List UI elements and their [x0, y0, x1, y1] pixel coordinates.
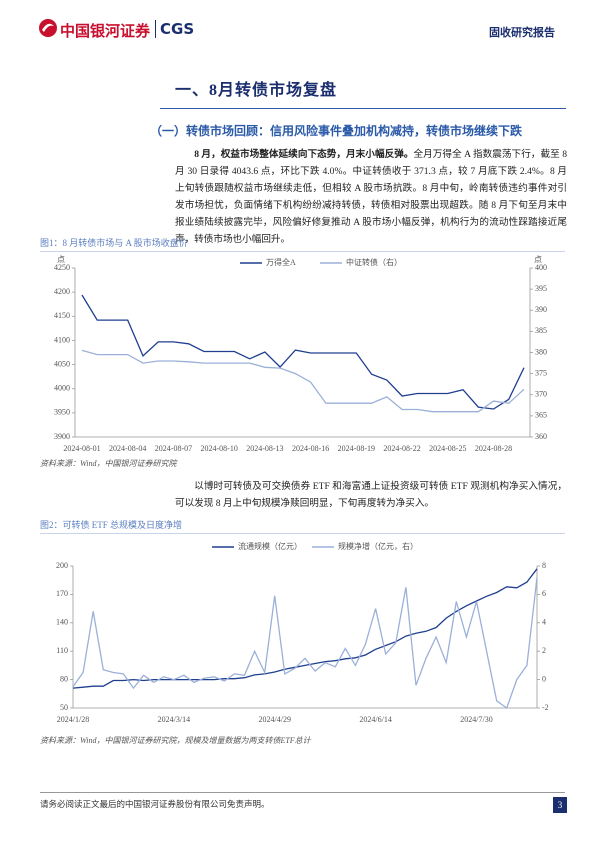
paragraph: 8 月，权益市场整体延续向下态势，月末小幅反弹。全月万得全 A 指数震荡下行，截… [175, 146, 567, 248]
y-tick-label: 140 [56, 618, 68, 627]
x-tick-label: 2024/7/30 [460, 715, 492, 724]
x-tick-label: 2024-08-25 [429, 444, 466, 453]
y-tick-label: 200 [56, 561, 68, 570]
y2-tick-label: 365 [535, 411, 547, 420]
y2-tick-label: 2 [542, 646, 546, 655]
y-tick-label: 110 [56, 646, 68, 655]
y2-tick-label: 390 [535, 305, 547, 314]
y2-tick-label: 4 [542, 618, 546, 627]
x-tick-label: 2024-08-22 [383, 444, 420, 453]
y-tick-label: 50 [60, 703, 68, 712]
lead: 8 月，权益市场整体延续向下态势，月末小幅反弹。 [194, 149, 414, 160]
x-tick-label: 2024-08-10 [201, 444, 238, 453]
x-tick-label: 2024-08-04 [109, 444, 146, 453]
x-tick-label: 2024/4/29 [259, 715, 291, 724]
x-tick-label: 2024-08-16 [292, 444, 329, 453]
legend-label: 规模净增（亿元，右） [338, 541, 418, 551]
page-number: 3 [553, 797, 567, 813]
section-title: 一、8月转债市场复盘 [175, 82, 338, 99]
logo-en: CGS [155, 20, 194, 38]
y2-tick-label: -2 [542, 703, 549, 712]
y2-tick-label: 370 [535, 390, 547, 399]
y-unit: 点 [57, 255, 65, 264]
x-tick-label: 2024/6/14 [359, 715, 391, 724]
y2-tick-label: 395 [535, 284, 547, 293]
y2-tick-label: 400 [535, 263, 547, 272]
x-tick-label: 2024-08-13 [246, 444, 283, 453]
y2-tick-label: 6 [542, 589, 546, 598]
x-tick-label: 2024/3/14 [158, 715, 190, 724]
y-tick-label: 4000 [54, 384, 70, 393]
text: 以博时可转债及可交换债券 ETF 和海富通上证投资级可转债 ETF 观测机构净买… [175, 481, 567, 509]
text: 全月万得全 A 指数震荡下行，截至 8 月 30 日录得 4043.6 点，环比… [175, 149, 568, 245]
y2-tick-label: 360 [535, 432, 547, 441]
rule [40, 792, 565, 793]
y-tick-label: 4200 [54, 287, 70, 296]
report-type: 固收研究报告 [489, 27, 555, 39]
logo-text: 中国银河证券 [60, 22, 151, 40]
logo-mark [39, 19, 57, 37]
x-tick-label: 2024-08-19 [338, 444, 375, 453]
y2-unit: 点 [534, 255, 542, 264]
y-tick-label: 4150 [54, 311, 70, 320]
y-tick-label: 4100 [54, 335, 70, 344]
legend-label: 流通规模（亿元） [238, 541, 302, 551]
series-line [72, 568, 538, 689]
x-tick-label: 2024-08-07 [155, 444, 192, 453]
y-tick-label: 3950 [54, 408, 70, 417]
y-tick-label: 3900 [54, 432, 70, 441]
x-tick-label: 2024/1/28 [57, 715, 89, 724]
source: 资料来源：Wind，中国银河证券研究院 [40, 459, 177, 468]
chart: 50 80 110 140 170 200 -2 0 2 4 6 8 2024/1/28 2024/3/1… [56, 541, 549, 724]
y-tick-label: 80 [60, 674, 68, 683]
chart: 3900 3950 4000 4050 4100 4150 4200 4250 360 365 37… [54, 255, 547, 453]
figure-caption: 图2：可转债 ETF 总规模及日度净增 [40, 518, 565, 534]
series-line [72, 577, 538, 710]
y2-tick-label: 380 [535, 347, 547, 356]
y-tick-label: 4250 [54, 263, 70, 272]
legend-label: 万得全A [266, 257, 296, 267]
x-tick-label: 2024-08-01 [63, 444, 100, 453]
paragraph: 以博时可转债及可交换债券 ETF 和海富通上证投资级可转债 ETF 观测机构净买… [175, 478, 567, 512]
series-line [81, 349, 525, 413]
y2-tick-label: 8 [542, 561, 546, 570]
y-tick-label: 170 [56, 589, 68, 598]
rule [160, 108, 566, 109]
subtitle: （一）转债市场回顾：信用风险事件叠加机构减持，转债市场继续下跌 [150, 124, 523, 138]
source: 资料来源：Wind，中国银河证券研究院，规模及增量数据为两支转债ETF总计 [40, 736, 311, 745]
y2-tick-label: 0 [542, 674, 546, 683]
legend-label: 中证转债（右） [346, 257, 402, 267]
footer: 请务必阅读正文最后的中国银河证券股份有限公司免责声明。 [40, 799, 270, 809]
y-tick-label: 4050 [54, 359, 70, 368]
y2-tick-label: 375 [535, 368, 547, 377]
x-tick-label: 2024-08-28 [475, 444, 512, 453]
series-line [81, 294, 525, 410]
figure-caption: 图1：8 月转债市场与 A 股市场收盘价 [40, 236, 565, 252]
y2-tick-label: 385 [535, 326, 547, 335]
